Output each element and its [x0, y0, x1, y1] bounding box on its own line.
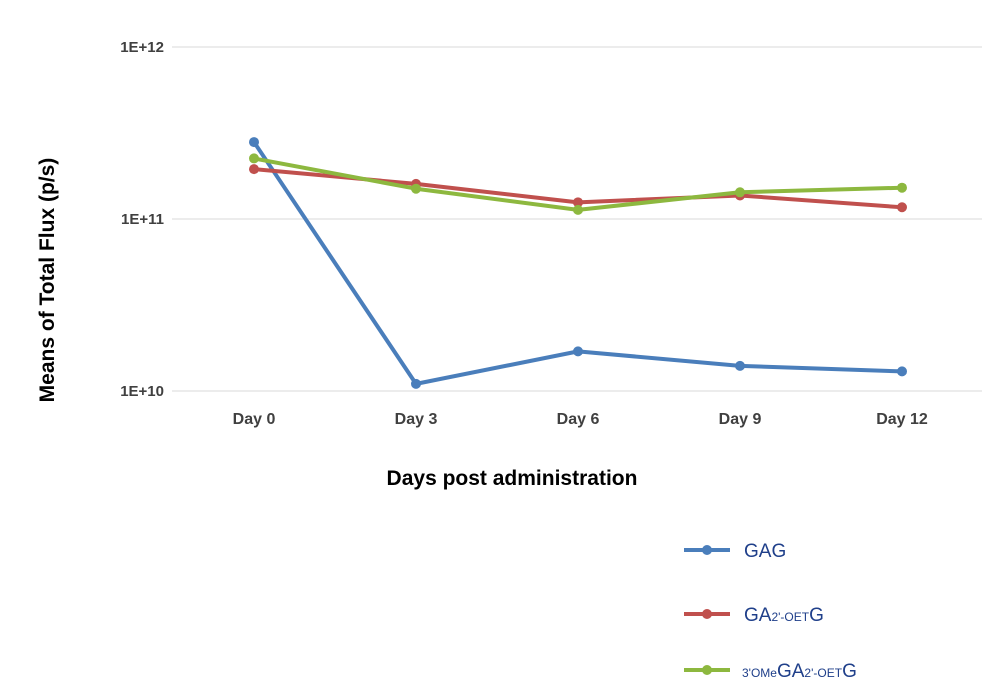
legend-label-part: 3'OMe	[742, 666, 777, 680]
series-group	[249, 137, 907, 389]
x-tick-label: Day 6	[557, 411, 600, 428]
legend-label: GAG	[744, 541, 786, 562]
x-tick-label: Day 0	[233, 411, 276, 428]
legend-marker	[702, 609, 712, 619]
legend-marker	[702, 545, 712, 555]
legend-item: 3'OMeGA2'-OETG	[684, 661, 857, 682]
data-point	[897, 182, 907, 193]
data-point	[249, 153, 259, 164]
data-point	[897, 366, 907, 377]
x-axis-title: Days post administration	[387, 467, 638, 490]
legend-label-part: 2'-OET	[804, 666, 842, 680]
legend-marker	[702, 665, 712, 675]
data-point	[573, 204, 583, 215]
y-tick-label: 1E+12	[120, 39, 164, 56]
data-point	[411, 378, 421, 389]
legend-label-part: GA	[777, 661, 805, 682]
legend-label-part: GA	[744, 605, 772, 626]
series-3	[249, 153, 907, 215]
x-tick-label: Day 3	[395, 411, 438, 428]
y-tick-label: 1E+11	[121, 211, 164, 228]
legend-label-part: 2'-OET	[771, 610, 809, 624]
data-point	[735, 187, 745, 198]
legend-label: 3'OMeGA2'-OETG	[742, 661, 857, 682]
series-1	[249, 137, 907, 389]
data-point	[897, 202, 907, 213]
y-axis-ticks: 1E+10 1E+11 1E+12	[120, 39, 164, 400]
legend-item: GA2'-OETG	[684, 605, 824, 626]
x-tick-label: Day 12	[876, 411, 928, 428]
data-point	[411, 183, 421, 194]
data-point	[573, 346, 583, 357]
y-tick-label: 1E+10	[120, 383, 164, 400]
gridlines	[172, 46, 982, 392]
data-point	[735, 360, 745, 371]
legend-label-part: G	[809, 605, 824, 626]
data-point	[573, 197, 583, 208]
legend-label: GA2'-OETG	[744, 605, 824, 626]
data-point	[249, 137, 259, 148]
x-tick-label: Day 9	[719, 411, 762, 428]
legend-label-part: GAG	[744, 541, 786, 562]
data-point	[249, 164, 259, 175]
legend-label-part: G	[842, 661, 857, 682]
legend-item: GAG	[684, 541, 786, 562]
y-axis-title: Means of Total Flux (p/s)	[36, 158, 59, 403]
x-axis-ticks: Day 0 Day 3 Day 6 Day 9 Day 12	[233, 411, 928, 428]
